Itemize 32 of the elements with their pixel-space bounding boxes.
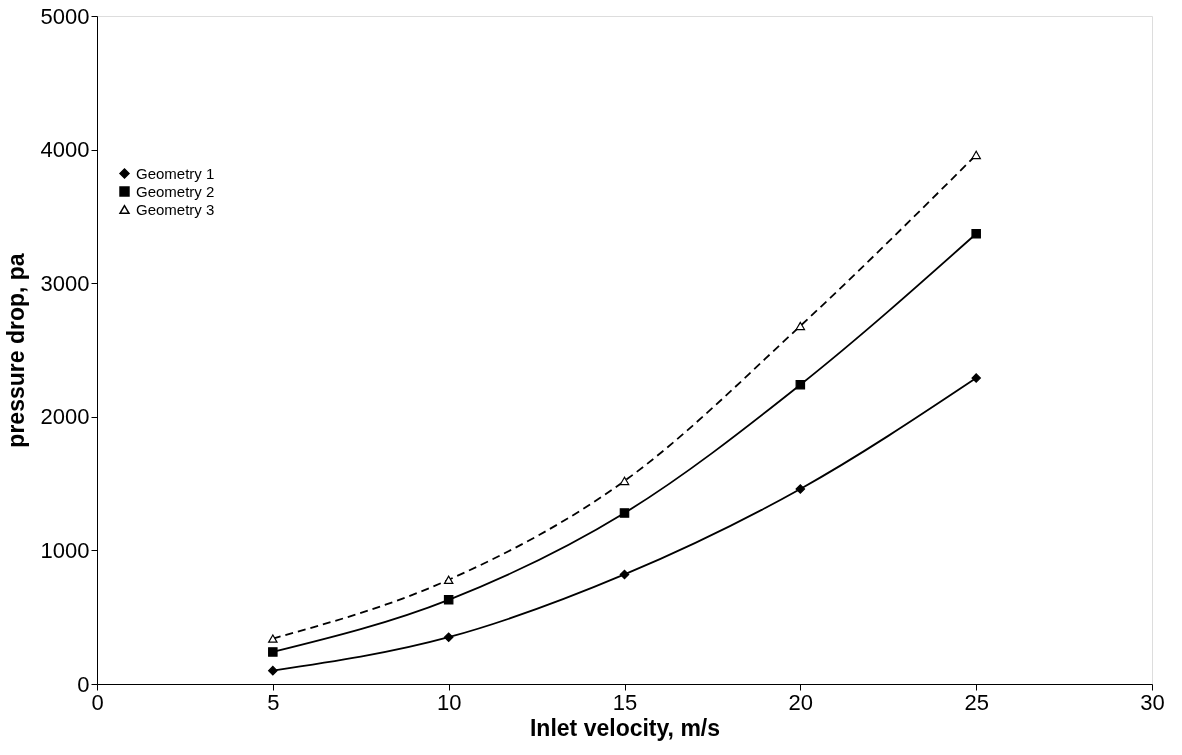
point xyxy=(795,484,806,494)
point xyxy=(971,228,981,239)
legend-label: Geometry 2 xyxy=(136,182,215,200)
point xyxy=(795,321,806,331)
y-tick-label: 3000 xyxy=(40,270,90,296)
point xyxy=(268,647,278,657)
x-tick-label: 30 xyxy=(1140,689,1165,715)
point xyxy=(619,508,630,518)
x-tick-label: 20 xyxy=(788,689,814,715)
y-axis-title: pressure drop, pa xyxy=(2,253,29,448)
point xyxy=(443,632,454,643)
point xyxy=(619,569,630,580)
y-tick-label: 1000 xyxy=(40,537,90,563)
x-tick-label: 25 xyxy=(964,689,989,715)
point xyxy=(443,575,454,585)
point xyxy=(268,665,278,676)
x-tick-label: 10 xyxy=(436,689,462,715)
point xyxy=(268,634,278,643)
point xyxy=(443,595,454,605)
y-tick-label: 2000 xyxy=(40,404,90,430)
x-tick-label: 5 xyxy=(267,689,280,715)
y-tick-label: 0 xyxy=(77,671,90,697)
y-tick-label: 4000 xyxy=(40,137,90,163)
x-axis-title: Inlet velocity, m/s xyxy=(529,714,721,741)
x-tick-label: 15 xyxy=(612,689,638,715)
point xyxy=(795,379,806,390)
legend-label: Geometry 1 xyxy=(136,164,215,182)
point xyxy=(971,150,981,160)
point xyxy=(971,373,981,383)
legend-label: Geometry 3 xyxy=(136,200,215,218)
y-tick-label: 5000 xyxy=(40,3,90,29)
point xyxy=(619,476,630,486)
